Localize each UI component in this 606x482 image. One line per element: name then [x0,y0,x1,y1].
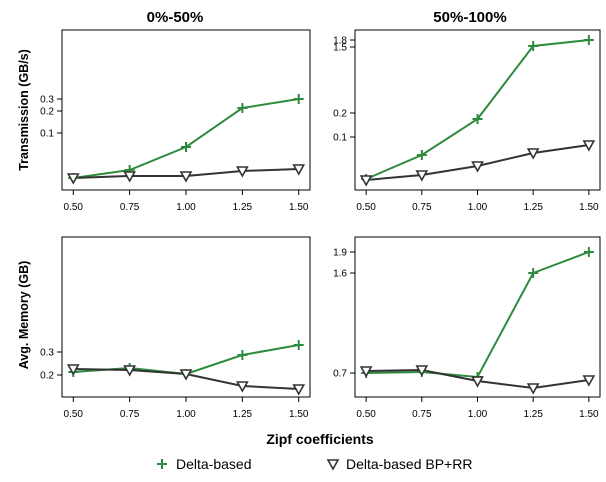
data-point-delta [472,114,483,124]
legend-triangle-icon [326,459,340,471]
y-tick-label: 0.7 [333,369,347,380]
series-line-delta [365,39,589,180]
data-point-bprr [471,376,484,388]
data-point-bprr [582,375,596,387]
column-title-left: 0%-50% [147,9,204,26]
panel-transmission-low: 0.50 0.75 1.00 1.25 1.50 0.1 0.20.3 [40,29,311,213]
x-tick-label: 1.25 [523,202,543,213]
data-point-bprr [471,161,484,173]
panel-transmission-high: 0.50 0.75 1.00 1.25 1.50 0.1 0.2 1.51.8 [333,29,601,213]
x-tick-label: 0.50 [64,202,84,213]
x-tick-label: 1.50 [289,202,309,213]
y-tick-label: 1.9 [333,248,347,259]
row-label-transmission: Transmission (GB/s) [17,49,31,171]
data-point-bprr [526,383,540,395]
data-point-delta [293,340,304,350]
legend-plus-icon [157,459,167,469]
x-tick-label: 1.25 [233,202,253,213]
y-tick-label: 1.8 [333,36,347,47]
column-title-right: 50%-100% [433,9,506,26]
panel-memory-low: 0.50 0.75 1.00 1.25 1.50 0.2 0.3 [40,236,311,420]
y-tick-label: 0.2 [40,371,54,382]
data-point-bprr [415,170,429,182]
data-point-bprr [123,171,136,183]
y-tick-label: 1.6 [333,269,347,280]
x-axis-label: Zipf coefficients [266,431,374,447]
data-point-bprr [179,369,193,381]
data-point-delta [237,103,248,113]
legend-label-delta: Delta-based [176,456,252,472]
data-point-bprr [415,365,429,377]
y-tick-label: 0.1 [333,133,347,144]
x-tick-label: 1.25 [523,409,543,420]
data-point-delta [416,150,427,160]
data-point-delta [528,268,539,278]
x-tick-label: 0.75 [120,202,140,213]
legend: Delta-based Delta-based BP+RR [157,456,472,472]
data-point-delta [237,350,248,360]
data-point-bprr [236,381,249,393]
data-point-delta [293,94,304,104]
data-point-bprr [359,366,373,378]
plot-frame [61,29,311,191]
legend-marker-bprr [326,459,340,471]
legend-marker-delta [157,459,167,469]
data-point-delta [528,41,539,51]
x-tick-label: 0.75 [412,409,432,420]
y-tick-label: 0.3 [40,348,54,359]
data-point-delta [181,142,191,152]
series-line-delta [73,98,299,179]
x-tick-label: 1.00 [176,409,196,420]
panel-memory-high: 0.50 0.75 1.00 1.25 1.50 0.7 1.6 1.9 [333,236,601,420]
x-tick-label: 0.50 [356,202,376,213]
x-tick-label: 1.00 [176,202,196,213]
x-tick-label: 0.75 [412,202,432,213]
data-point-bprr [359,175,373,187]
x-tick-label: 1.50 [579,409,599,420]
y-tick-label: 1.5 [333,43,347,54]
legend-label-bprr: Delta-based BP+RR [346,456,472,472]
x-tick-label: 1.25 [233,409,253,420]
series-line-delta [366,251,590,379]
data-point-bprr [292,164,306,176]
data-point-bprr [66,364,80,376]
y-tick-label: 0.1 [40,129,54,140]
x-tick-label: 1.50 [289,409,309,420]
data-point-bprr [526,148,540,160]
y-tick-label: 0.2 [333,109,347,120]
data-point-bprr [292,384,306,396]
data-point-bprr [582,140,596,152]
x-tick-label: 1.00 [468,409,488,420]
x-tick-label: 1.00 [468,202,488,213]
row-label-memory: Avg. Memory (GB) [17,261,31,370]
x-tick-label: 0.50 [64,409,84,420]
x-tick-label: 1.50 [579,202,599,213]
data-point-delta [583,247,594,257]
data-point-bprr [123,365,136,377]
x-tick-label: 0.75 [120,409,140,420]
y-tick-label: 0.3 [40,95,54,106]
data-point-delta [583,35,594,45]
data-point-bprr [179,171,193,183]
data-point-bprr [236,166,249,178]
y-tick-label: 0.2 [40,107,54,118]
data-point-bprr [66,173,80,185]
x-tick-label: 0.50 [356,409,376,420]
